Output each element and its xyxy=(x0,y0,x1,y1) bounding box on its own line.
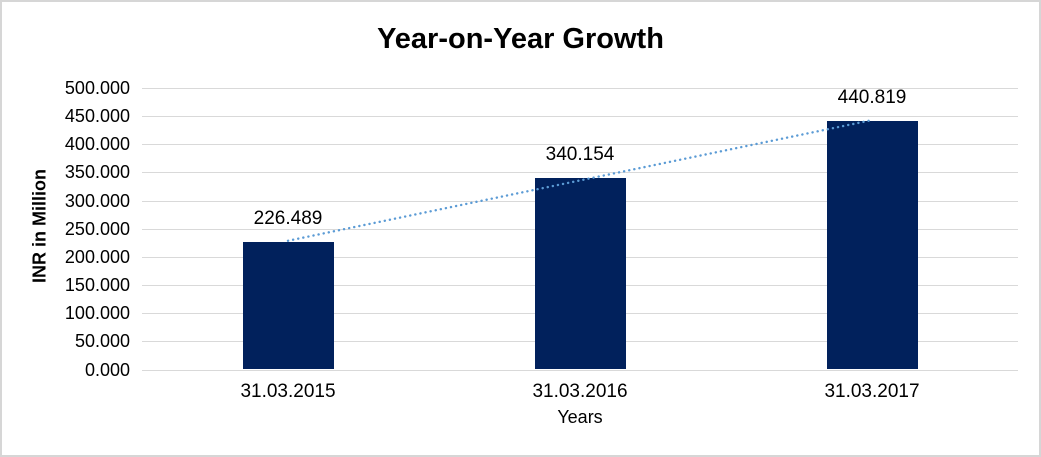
y-tick-label: 350.000 xyxy=(64,162,130,183)
gridline xyxy=(142,88,1018,89)
gridline xyxy=(142,172,1018,174)
x-axis-title: Years xyxy=(557,407,603,427)
bar-31.03.2017 xyxy=(826,121,918,370)
x-tick-label: 31.03.2015 xyxy=(240,381,336,402)
y-tick-label: 500.000 xyxy=(64,78,130,98)
y-tick-label: 0.000 xyxy=(84,359,130,380)
x-tick-label: 31.03.2017 xyxy=(824,381,920,402)
y-tick-label: 450.000 xyxy=(64,106,130,127)
x-axis-line xyxy=(142,369,1018,371)
bar-data-label: 340.154 xyxy=(545,143,615,165)
y-tick-label: 200.000 xyxy=(64,246,130,267)
bar-data-label: 440.819 xyxy=(837,87,907,109)
y-tick-label: 250.000 xyxy=(64,218,130,239)
trendline xyxy=(286,118,874,242)
x-tick-label: 31.03.2016 xyxy=(532,381,628,402)
gridline xyxy=(142,116,1018,118)
bar-31.03.2015 xyxy=(242,241,334,370)
plot-area xyxy=(142,88,1018,371)
gridline xyxy=(142,144,1018,146)
y-tick-label: 300.000 xyxy=(64,190,130,211)
y-tick-label: 50.000 xyxy=(74,331,130,352)
bar-31.03.2016 xyxy=(534,177,626,370)
chart-title: Year-on-Year Growth xyxy=(377,23,664,55)
y-tick-label: 400.000 xyxy=(64,134,130,155)
trendline-path xyxy=(286,118,874,242)
bar-data-label: 226.489 xyxy=(253,207,323,229)
y-tick-label: 100.000 xyxy=(64,303,130,324)
y-tick-label: 150.000 xyxy=(64,275,130,296)
